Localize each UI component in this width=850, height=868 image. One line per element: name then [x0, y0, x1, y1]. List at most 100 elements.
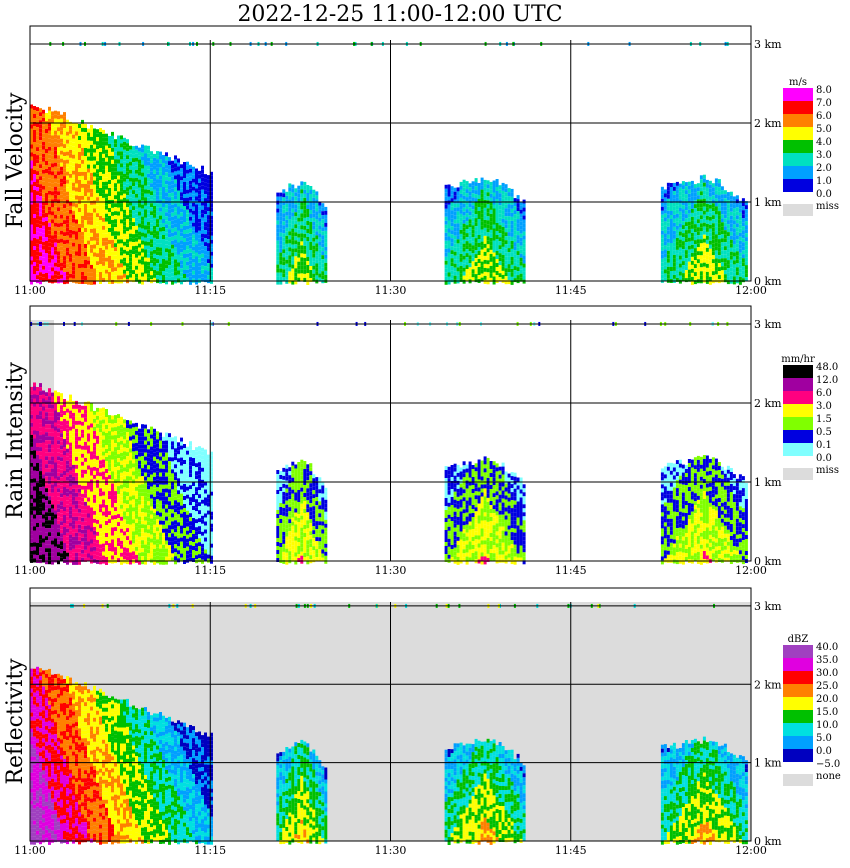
data-cell [81, 239, 84, 244]
data-cell [204, 186, 207, 191]
data-cell [297, 193, 301, 198]
data-cell [39, 256, 42, 261]
data-cell [81, 521, 84, 526]
data-cell [120, 135, 123, 140]
data-cell [159, 227, 162, 232]
data-cell [42, 137, 45, 142]
data-cell [465, 249, 469, 254]
data-cell [684, 270, 688, 275]
data-cell [504, 188, 508, 193]
data-cell [54, 458, 57, 463]
data-cell [96, 415, 99, 420]
data-cell [33, 198, 36, 202]
data-cell [702, 186, 706, 191]
data-cell [147, 217, 150, 222]
data-cell [90, 252, 93, 257]
data-cell [666, 242, 670, 247]
data-cell [87, 413, 90, 418]
data-cell [174, 211, 177, 216]
data-cell [72, 182, 75, 187]
data-cell [48, 560, 51, 565]
data-cell [87, 473, 90, 478]
data-cell [714, 234, 718, 239]
data-cell [456, 219, 460, 224]
data-cell [81, 255, 84, 260]
data-cell [690, 240, 694, 245]
data-cell [111, 151, 114, 156]
data-cell [63, 168, 66, 173]
data-cell [195, 200, 198, 205]
data-cell [63, 423, 66, 427]
data-cell [75, 500, 78, 505]
data-cell [486, 196, 490, 201]
data-cell [114, 259, 117, 264]
data-cell [681, 237, 685, 242]
data-cell [129, 197, 132, 202]
data-cell [474, 214, 478, 219]
data-cell [276, 280, 280, 285]
data-cell [159, 203, 162, 208]
data-cell [132, 210, 135, 215]
data-cell [33, 234, 36, 238]
data-cell [75, 416, 78, 421]
data-cell [69, 402, 72, 407]
data-cell [84, 481, 87, 486]
data-cell [63, 228, 66, 233]
data-cell [99, 248, 102, 252]
data-cell [183, 214, 186, 218]
data-cell [678, 255, 682, 260]
data-cell [132, 226, 135, 231]
data-cell [81, 163, 84, 168]
data-cell [210, 175, 213, 180]
data-cell [54, 202, 57, 207]
data-cell [57, 392, 60, 397]
data-cell [153, 165, 156, 170]
data-cell [198, 182, 201, 187]
data-cell [723, 274, 727, 279]
data-cell [702, 210, 706, 215]
data-cell [72, 460, 75, 465]
data-cell [291, 228, 295, 233]
data-cell [507, 208, 511, 213]
data-cell [177, 158, 180, 163]
data-cell [135, 241, 138, 246]
data-cell [72, 218, 75, 223]
data-cell [501, 186, 505, 191]
data-cell [321, 231, 325, 236]
data-cell [87, 437, 90, 442]
data-cell [105, 185, 108, 190]
data-cell [51, 195, 54, 200]
data-cell [30, 240, 33, 245]
data-cell [678, 183, 682, 188]
data-cell [81, 207, 84, 212]
data-cell [87, 417, 90, 422]
data-cell [450, 274, 454, 279]
data-cell [282, 221, 286, 226]
data-cell [60, 218, 63, 223]
data-cell [39, 272, 42, 277]
data-cell [42, 213, 45, 218]
data-cell [33, 194, 36, 198]
data-cell [309, 214, 313, 218]
data-cell [84, 228, 87, 232]
data-cell [507, 256, 511, 261]
data-cell [723, 254, 727, 259]
colorbar-level-label: 7.0 [816, 98, 832, 109]
data-cell [132, 238, 135, 243]
data-cell [135, 173, 138, 178]
data-cell [288, 195, 292, 200]
data-cell [684, 202, 688, 207]
data-cell [744, 213, 748, 218]
data-cell [117, 207, 120, 212]
data-cell [75, 432, 78, 437]
data-cell [87, 248, 90, 253]
data-cell [72, 230, 75, 235]
data-cell [198, 270, 201, 275]
data-cell [306, 249, 310, 253]
data-cell [201, 185, 204, 190]
data-cell [291, 280, 295, 285]
data-cell [72, 472, 75, 477]
data-cell [498, 217, 502, 222]
data-cell [288, 247, 292, 252]
data-cell [60, 266, 63, 271]
